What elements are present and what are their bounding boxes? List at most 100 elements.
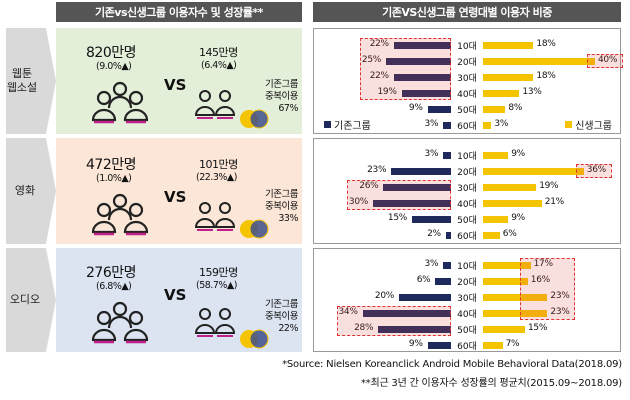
value-label-existing: 3% — [424, 119, 439, 129]
bar-existing — [427, 105, 451, 113]
value-label-new: 40% — [598, 55, 618, 65]
existing-growth: (9.0%▲) — [96, 61, 132, 72]
row-label-audio: 오디오 — [6, 248, 56, 352]
new-growth: (22.3%▲) — [196, 172, 237, 183]
bar-new — [483, 105, 506, 113]
row-label-arrow — [6, 138, 56, 244]
row-label-line2: 웹소설 — [6, 81, 38, 94]
vs-label: VS — [164, 286, 187, 304]
overlap-text: 기존그룹 중복이용 67% — [244, 79, 298, 115]
bar-new — [483, 167, 584, 175]
bar-existing — [391, 167, 451, 175]
value-label-existing: 25% — [361, 55, 381, 65]
people-group-icon — [92, 193, 148, 236]
legend-existing: 기존그룹 — [324, 117, 371, 132]
value-label-existing: 3% — [424, 259, 439, 269]
people-pair-icon — [194, 308, 236, 337]
overlap-text: 기존그룹 중복이용 33% — [244, 189, 298, 225]
bar-new — [483, 73, 534, 81]
highlight-box-new — [575, 164, 612, 178]
chart-webtoon: 10대 22% 18% 20대 25% 40% 30대 22% 18% 40대 19% 13% 50대 9… — [313, 28, 623, 134]
chart-movie: 10대 3% 9% 20대 23% 36% 30대 26% 19% 40대 30% 21% 50대 15%… — [313, 138, 621, 244]
overlap-label-1: 기존그룹 — [265, 189, 298, 200]
age-label: 50대 — [457, 216, 477, 226]
value-label-existing: 3% — [424, 149, 439, 159]
bar-new — [483, 199, 542, 207]
age-label: 50대 — [457, 326, 477, 336]
value-label-existing: 15% — [387, 213, 407, 223]
age-label: 20대 — [457, 168, 477, 178]
bar-new — [483, 41, 534, 49]
highlight-box-existing — [347, 180, 451, 210]
people-group-icon — [92, 81, 148, 124]
venn-overlap-icon — [240, 329, 269, 349]
bar-new — [483, 261, 531, 269]
value-label-existing: 30% — [348, 197, 368, 207]
bar-new — [483, 341, 503, 349]
bar-existing — [443, 151, 451, 159]
value-label-existing: 23% — [367, 165, 387, 175]
bar-new — [483, 277, 528, 285]
existing-growth: (1.0%▲) — [96, 173, 132, 184]
bar-new — [483, 183, 537, 191]
bar-existing — [383, 183, 451, 191]
bar-existing — [427, 341, 451, 349]
age-label: 30대 — [457, 294, 477, 304]
bar-existing — [435, 277, 451, 285]
age-label: 50대 — [457, 106, 477, 116]
overlap-text: 기존그룹 중복이용 22% — [244, 299, 298, 335]
legend-text-new: 신생그룹 — [575, 121, 612, 132]
age-label: 60대 — [457, 122, 477, 132]
highlight-box-new — [587, 54, 623, 68]
vs-label: VS — [164, 188, 187, 206]
row-label-webtoon: 웹툰 웹소설 — [6, 28, 56, 134]
overlap-label-2: 중복이용 — [265, 201, 298, 212]
row-label-line1: 웹툰 — [11, 67, 33, 80]
value-label-new: 19% — [539, 181, 559, 191]
value-label-existing: 22% — [369, 39, 389, 49]
existing-users: 276만명 — [86, 265, 136, 281]
bar-existing — [393, 73, 451, 81]
bar-existing — [393, 41, 451, 49]
highlight-box-existing — [336, 306, 451, 336]
value-label-new: 6% — [502, 229, 517, 239]
value-label-existing: 20% — [374, 291, 394, 301]
people-pair-icon — [194, 90, 236, 119]
legend-text-existing: 기존그룹 — [334, 121, 371, 132]
bar-new — [483, 231, 500, 239]
overlap-value: 22% — [278, 323, 298, 334]
vs-label: VS — [164, 76, 187, 94]
value-label-new: 18% — [536, 39, 556, 49]
legend-new: 신생그룹 — [565, 117, 612, 132]
bar-new — [483, 293, 548, 301]
bar-existing — [373, 199, 451, 207]
bar-new — [483, 121, 492, 129]
bar-existing — [378, 325, 451, 333]
value-label-existing: 9% — [408, 103, 423, 113]
value-label-new: 23% — [550, 291, 570, 301]
value-label-existing: 2% — [427, 229, 441, 239]
overlap-label-2: 중복이용 — [265, 91, 298, 102]
existing-growth: (6.8%▲) — [96, 281, 132, 292]
bar-new — [483, 89, 520, 97]
people-pair-icon — [194, 202, 236, 231]
existing-users: 820만명 — [86, 45, 136, 61]
value-label-new: 23% — [550, 307, 570, 317]
bar-existing — [362, 309, 451, 317]
footnote-growth: **최근 3년 간 이용자수 성장률의 평균치(2015.09~2018.09) — [360, 378, 622, 389]
overlap-value: 33% — [278, 213, 298, 224]
overlap-value: 67% — [278, 103, 298, 114]
value-label-new: 8% — [508, 103, 523, 113]
header-right: 기존VS신생그룹 연령대별 이용자 비중 — [313, 2, 621, 22]
people-group-icon — [92, 301, 148, 344]
value-label-existing: 19% — [377, 87, 397, 97]
row-label-movie: 영화 — [6, 138, 56, 244]
value-label-existing: 28% — [354, 323, 374, 333]
age-label: 30대 — [457, 184, 477, 194]
header-left: 기존vs신생그룹 이용자수 및 성장률** — [56, 2, 302, 22]
age-label: 10대 — [457, 152, 477, 162]
highlight-box-new — [519, 258, 576, 320]
bar-existing — [401, 89, 451, 97]
value-label-new: 9% — [511, 213, 525, 223]
age-label: 10대 — [457, 262, 477, 272]
